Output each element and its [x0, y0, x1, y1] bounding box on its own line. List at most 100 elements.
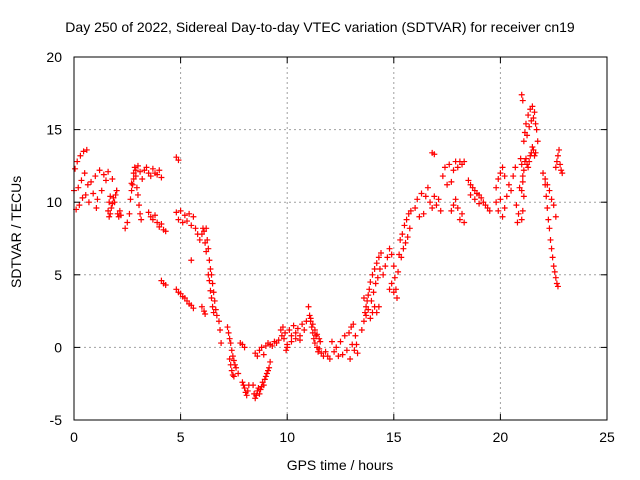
x-tick-label: 0 — [70, 429, 78, 445]
data-point — [288, 338, 295, 345]
data-point — [241, 385, 248, 392]
data-point — [305, 303, 312, 310]
data-point — [422, 193, 429, 200]
data-point — [266, 364, 273, 371]
data-point — [471, 196, 478, 203]
data-point — [557, 161, 564, 168]
data-point — [306, 312, 313, 319]
data-point — [406, 225, 413, 232]
data-point — [137, 168, 144, 175]
data-point — [431, 151, 438, 158]
data-point — [205, 271, 212, 278]
data-point — [510, 173, 517, 180]
data-point — [529, 103, 536, 110]
data-point — [260, 382, 267, 389]
data-point — [201, 308, 208, 315]
data-point — [106, 213, 113, 220]
data-point — [145, 209, 152, 216]
data-point — [130, 175, 137, 182]
data-point — [183, 218, 190, 225]
data-point — [133, 184, 140, 191]
data-point — [351, 347, 358, 354]
data-point — [75, 184, 82, 191]
data-point — [98, 187, 105, 194]
data-point — [388, 251, 395, 258]
data-point — [495, 175, 502, 182]
data-point — [441, 164, 448, 171]
data-point — [412, 205, 419, 212]
data-point — [154, 219, 161, 226]
data-point — [100, 171, 107, 178]
data-point — [335, 353, 342, 360]
data-point — [512, 164, 519, 171]
data-point — [526, 158, 533, 165]
data-point — [94, 196, 101, 203]
data-point — [391, 274, 398, 281]
data-point — [154, 171, 161, 178]
data-point — [190, 305, 197, 312]
data-point — [128, 180, 135, 187]
data-point — [314, 331, 321, 338]
data-point — [79, 194, 86, 201]
data-point — [109, 175, 116, 182]
data-point — [106, 199, 113, 206]
data-point — [72, 165, 79, 172]
data-point — [519, 97, 526, 104]
data-point — [360, 295, 367, 302]
data-point — [85, 199, 92, 206]
data-point — [309, 321, 316, 328]
data-point — [398, 254, 405, 261]
data-point — [217, 326, 224, 333]
x-tick-label: 5 — [177, 429, 185, 445]
data-point — [546, 187, 553, 194]
data-point — [96, 167, 103, 174]
data-point — [365, 306, 372, 313]
y-axis-label: SDTVAR / TECUs — [8, 175, 24, 288]
data-point — [175, 157, 182, 164]
data-point — [372, 280, 379, 287]
data-point — [390, 263, 397, 270]
data-point — [534, 138, 541, 145]
data-point — [131, 164, 138, 171]
data-point — [554, 152, 561, 159]
data-point — [505, 181, 512, 188]
data-point — [380, 271, 387, 278]
data-point — [435, 196, 442, 203]
data-point — [407, 207, 414, 214]
data-point — [456, 216, 463, 223]
data-point — [552, 164, 559, 171]
data-point — [543, 193, 550, 200]
data-point — [143, 164, 150, 171]
data-point — [265, 367, 272, 374]
data-point — [493, 199, 500, 206]
data-point — [316, 335, 323, 342]
data-point — [137, 210, 144, 217]
data-point — [147, 173, 154, 180]
data-point — [112, 191, 119, 198]
data-point — [207, 265, 214, 272]
data-point — [376, 265, 383, 272]
data-point — [262, 373, 269, 380]
data-point — [175, 216, 182, 223]
data-point — [107, 210, 114, 217]
data-point — [556, 146, 563, 153]
data-point — [378, 250, 385, 257]
data-point — [404, 234, 411, 241]
data-point — [179, 219, 186, 226]
data-point — [90, 190, 97, 197]
data-point — [448, 207, 455, 214]
data-point — [499, 213, 506, 220]
data-point — [503, 193, 510, 200]
data-point — [519, 173, 526, 180]
data-point — [227, 340, 234, 347]
data-point — [429, 205, 436, 212]
data-point — [525, 112, 532, 119]
data-point — [551, 268, 558, 275]
data-point — [211, 297, 218, 304]
data-point — [263, 370, 270, 377]
data-point — [427, 199, 434, 206]
x-tick-label: 25 — [599, 429, 615, 445]
data-point — [260, 351, 267, 358]
data-point — [93, 205, 100, 212]
data-point — [328, 338, 335, 345]
